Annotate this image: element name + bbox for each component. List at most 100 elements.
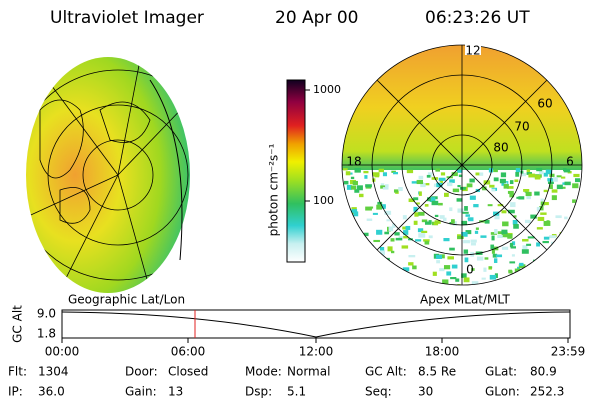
pixel [481,277,486,280]
pixel [435,168,441,172]
pixel [392,223,396,228]
pixel [530,214,537,219]
pixel [408,254,416,258]
pixel [540,198,544,202]
pixel [381,262,387,267]
pixel [379,250,386,256]
pixel [574,268,581,273]
pixel [461,273,467,278]
pixel [363,232,369,237]
pixel [493,211,500,216]
pixel [548,261,554,265]
pixel [421,230,428,234]
pixel [577,212,582,217]
colorbar-tick: 1000 [313,83,341,96]
status-value: 5.1 [287,385,306,399]
pixel [463,249,469,254]
pixel [386,260,391,266]
pixel [458,174,463,178]
pixel [492,253,498,258]
pixel [534,174,541,180]
date: 20 Apr 00 [275,8,358,28]
polar-label: 60 [537,97,552,111]
pixel [390,250,395,254]
pixel [457,184,461,188]
pixel [489,274,497,280]
pixel [519,262,524,266]
pixel [423,239,430,242]
status-label: IP: [8,385,23,399]
pixel [350,236,354,241]
status-value: 252.3 [530,385,564,399]
pixel [522,245,528,250]
pixel [509,180,514,185]
pixel [464,206,468,211]
pixel [372,178,376,182]
pixel [455,278,460,282]
pixel [456,198,463,202]
pixel [342,168,348,171]
pixel [411,181,418,184]
pixel [420,183,426,188]
pixel [457,284,461,285]
pixel [349,172,353,175]
pixel [555,245,559,250]
pixel [449,207,453,212]
status-value: 80.9 [530,365,557,379]
pixel [380,185,387,189]
pixel [547,181,554,184]
pixel [534,191,540,196]
pixel [516,196,523,199]
status-label: Seq: [365,385,392,399]
geographic-image [26,57,190,293]
pixel [543,189,548,193]
pixel [475,227,479,230]
pixel [359,193,364,198]
pixel [427,172,433,177]
pixel [526,243,532,246]
status-value: 1304 [38,365,69,379]
status-label: Door: [125,365,158,379]
status-value: 8.5 Re [418,365,456,379]
pixel [501,210,507,214]
pixel [418,191,422,196]
polar-label: 70 [514,120,529,134]
pixel [418,211,425,216]
pixel [364,175,368,179]
pixel [509,242,514,248]
pixel [552,177,558,182]
pixel [494,229,498,234]
status-value: 36.0 [38,385,65,399]
pixel [521,249,529,254]
pixel [504,182,508,185]
pixel [484,219,490,224]
pixel [527,236,535,239]
pixel [526,278,530,281]
pixel [581,284,582,285]
status-label: GLat: [485,365,517,379]
pixel [418,175,424,180]
pixel [523,189,530,192]
pixel [344,283,349,285]
pixel [504,232,508,238]
pixel [394,232,400,236]
pixel [514,268,521,273]
pixel [508,270,513,274]
pixel [509,193,515,198]
status-label: GLon: [485,385,520,399]
pixel [552,263,558,267]
pixel [466,183,473,188]
pixel [563,168,571,173]
pixel [402,226,407,230]
pixel [490,232,498,235]
pixel [547,269,554,274]
pixel [577,196,582,200]
pixel [563,267,570,273]
pixel [543,221,551,226]
status-value: 13 [168,385,183,399]
pixel [544,265,552,269]
pixel [540,212,547,215]
pixel [378,168,384,173]
pixel [470,239,477,243]
pixel [536,227,543,230]
